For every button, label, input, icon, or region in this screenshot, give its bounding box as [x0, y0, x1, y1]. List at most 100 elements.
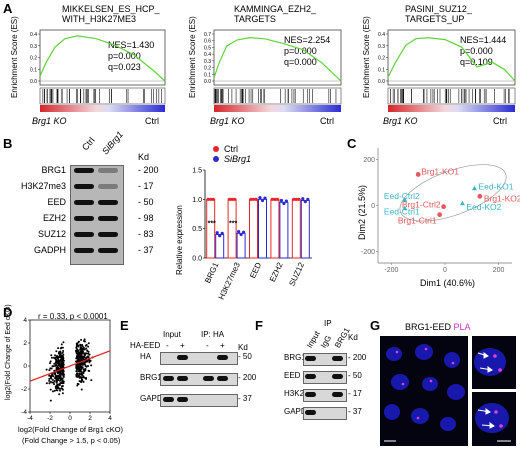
corr-point [87, 364, 90, 367]
corr-point [77, 383, 80, 386]
legend-sibrg1-label: SiBrg1 [224, 154, 252, 164]
input-label: Input [163, 330, 181, 339]
corr-point [82, 363, 85, 366]
blot-band [305, 410, 316, 415]
corr-point [53, 380, 56, 383]
kd-marker: - 83 [138, 229, 154, 239]
blot-row-label: GADPH [33, 245, 66, 255]
corr-point [82, 376, 85, 379]
corr-point [50, 377, 53, 380]
bar-point [215, 231, 219, 235]
pca-point [471, 185, 477, 191]
blot-band [332, 374, 343, 379]
gsea-ytick-label: 0.0 [378, 79, 385, 85]
bar-point [294, 197, 298, 201]
corr-point [82, 339, 85, 342]
blot-row-label: BRG1 [140, 373, 162, 382]
pca-point-label: Eed-Ctrl2 [384, 191, 420, 201]
gsea-pvalue: p=0.000 [108, 51, 141, 61]
pca-point-label: Brg1-Ctrl1 [398, 216, 437, 226]
bar-point [270, 197, 274, 201]
kd-label: Kd [348, 333, 358, 342]
gsea-title-line2: TARGETS_UP [405, 14, 465, 24]
pca-ytick-label: 0 [371, 203, 375, 210]
corr-xtick-label: -2 [47, 415, 53, 422]
blot-band [98, 200, 118, 205]
kd-marker: - 200 [238, 373, 257, 382]
corr-point [77, 345, 80, 348]
corr-point [55, 350, 58, 353]
gsea-ytick-label: 0.2 [204, 66, 211, 72]
corr-point [62, 353, 65, 356]
corr-point [75, 364, 78, 367]
corr-point [87, 342, 90, 345]
kd-marker: - 17 [138, 181, 154, 191]
corr-point [50, 356, 53, 359]
gsea-ytick-label: 0.1 [204, 72, 211, 78]
blot-band [74, 200, 94, 205]
corr-ytick-label: -2 [21, 386, 27, 393]
gsea-pvalue: p=0.000 [284, 46, 317, 56]
bar-point [220, 231, 224, 235]
bar-point [282, 201, 286, 206]
corr-point [79, 376, 82, 379]
bar-point [254, 197, 258, 201]
blot-band [98, 168, 118, 173]
corr-point [62, 370, 65, 373]
blot-row-label: H3K27me3 [20, 181, 66, 191]
gsea-title-line1: PASINI_SUZ12_ [405, 4, 472, 14]
gsea-left-label: Brg1 KO [383, 116, 418, 126]
corr-points [45, 338, 94, 402]
pca-xtick-label: -200 [384, 267, 398, 274]
corr-point [54, 357, 57, 360]
corr-point [78, 367, 81, 370]
bar-point [239, 232, 243, 237]
corr-point [60, 343, 63, 346]
blot-band [98, 216, 118, 221]
gsea-left-label: Brg1 KO [210, 116, 245, 126]
corr-point [76, 384, 79, 387]
gsea-ytick-label: 0.3 [30, 44, 37, 50]
corr-fit-line [29, 350, 111, 382]
corr-point [49, 399, 52, 402]
corr-point [48, 382, 51, 385]
gsea-right-label: Ctrl [493, 116, 507, 126]
blot-band [74, 216, 94, 221]
kd-marker: - 200 [138, 165, 159, 175]
gsea-ytick-label: 0.2 [378, 56, 385, 62]
ha-eed-label: HA-EED [130, 341, 161, 350]
corr-point [61, 388, 64, 391]
bar-point [292, 197, 296, 201]
corr-point [56, 385, 59, 388]
blot-row-label: SUZ12 [37, 229, 66, 239]
corr-point [76, 349, 79, 352]
corr-ytick-label: 4 [23, 317, 27, 324]
corr-point [45, 382, 48, 385]
blot-band [305, 392, 316, 397]
corr-point [48, 362, 51, 365]
corr-point [50, 354, 53, 357]
corr-point [48, 369, 51, 372]
bar-point [275, 197, 279, 201]
gsea-nes: NES=1.444 [460, 35, 507, 45]
gsea-ytick-label: 0.7 [204, 32, 211, 38]
corr-point [82, 346, 85, 349]
gsea-curve [213, 37, 342, 82]
blot-band [74, 168, 94, 173]
bar-point [209, 197, 213, 201]
gsea-ytick-label: 0.2 [30, 56, 37, 62]
gsea-pvalue: p=0.000 [460, 46, 493, 56]
corr-point [55, 364, 58, 367]
gsea-ytick-label: 0.3 [378, 44, 385, 50]
bar-point [303, 200, 307, 204]
corr-point [80, 350, 83, 353]
corr-point [82, 371, 85, 374]
bar-point [306, 197, 310, 201]
ip-label: IP: HA [201, 330, 225, 339]
gsea-left-label: Brg1 KO [32, 116, 67, 126]
gsea-rank-bar [388, 105, 515, 112]
corr-point [48, 379, 51, 382]
corr-point [61, 392, 64, 395]
panel-label-e: E [120, 318, 129, 333]
